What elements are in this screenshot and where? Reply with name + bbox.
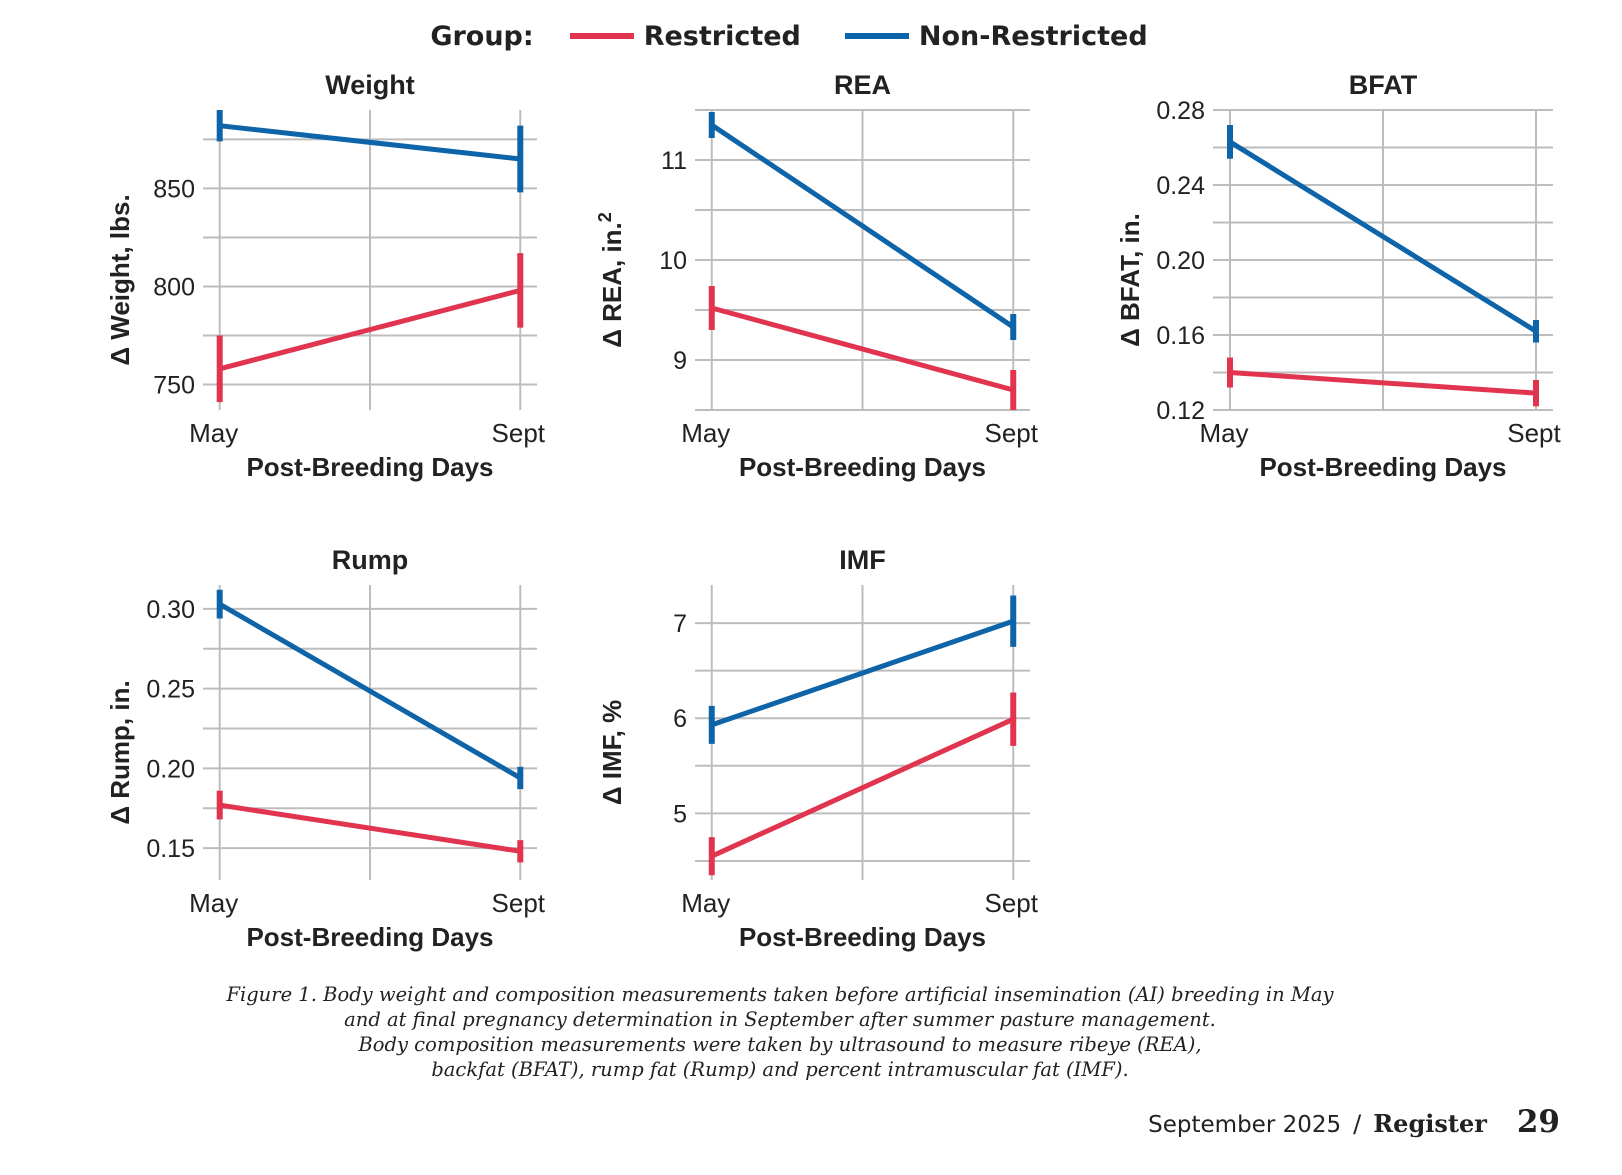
y-tick-label: 0.24 — [1156, 172, 1205, 200]
series-restricted-line — [1227, 370, 1539, 396]
y-axis-label: Δ Weight, lbs. — [105, 194, 135, 365]
caption-line-2: and at final pregnancy determination in … — [344, 1008, 1216, 1031]
y-tick-label: 11 — [661, 147, 687, 175]
caption-line-1-text: Body weight and composition measurements… — [323, 983, 1334, 1006]
x-axis-label: Post-Breeding Days — [246, 922, 493, 952]
x-tick-label: May — [681, 418, 730, 448]
chart-title: BFAT — [1349, 70, 1418, 100]
chart-imf: IMF 5 6 7 May Sept Post-Breeding Days Δ IMF, % — [597, 545, 1039, 952]
y-axis-label: Δ REA, in.2 — [595, 212, 627, 348]
series-restricted-line — [217, 287, 523, 372]
legend-title: Group: — [430, 20, 534, 52]
series-non-restricted-line — [709, 122, 1016, 330]
x-tick-label: May — [189, 888, 238, 918]
y-tick-label: 0.30 — [146, 596, 195, 624]
y-tick-label: 0.15 — [146, 835, 195, 863]
y-tick-label: 0.16 — [1156, 322, 1205, 350]
chart-title: Rump — [332, 545, 409, 575]
y-tick-label: 0.20 — [146, 755, 195, 783]
y-tick-label: 0.20 — [1156, 247, 1205, 275]
x-tick-label: May — [189, 418, 238, 448]
chart-title: IMF — [839, 545, 886, 575]
caption-line-4: backfat (BFAT), rump fat (Rump) and perc… — [431, 1058, 1129, 1081]
footer-page-number: 29 — [1516, 1104, 1560, 1140]
chart-rump: Rump 0.15 0.20 0.25 0.30 May Sept Post-Breeding… — [105, 545, 546, 952]
y-axis-label-superscript: 2 — [595, 212, 615, 222]
y-tick-label: 7 — [673, 610, 687, 638]
chart-title: Weight — [325, 70, 415, 100]
legend-item-non-restricted: Non-Restricted — [844, 20, 1148, 52]
y-tick-label: 800 — [153, 273, 195, 301]
chart-bfat: BFAT 0.12 0.16 0.20 0.24 0.28 May SeptPost-Bree… — [1115, 70, 1562, 482]
legend: Group: Restricted Non-Restricted — [0, 16, 1622, 56]
x-axis-label: Post-Breeding Days — [739, 452, 986, 482]
y-axis-label: Δ BFAT, in. — [1115, 213, 1145, 347]
y-tick-label: 10 — [659, 247, 687, 275]
caption-line-1: Figure 1. Body weight and composition me… — [180, 982, 1380, 1007]
footer-date: September 2025 — [1148, 1112, 1342, 1138]
y-tick-label: 6 — [673, 705, 687, 733]
footer-publication: Register — [1373, 1109, 1487, 1138]
chart-title: REA — [834, 70, 891, 100]
y-tick-label: 0.28 — [1156, 97, 1205, 125]
y-tick-label: 5 — [673, 800, 687, 828]
chart-rea: REA 9 10 11 May Sept Post-Breeding Days Δ REA, … — [595, 70, 1039, 482]
chart-weight: Weight 750 800 850 May Sept Post-Breeding Days… — [105, 70, 546, 482]
series-non-restricted-line — [709, 618, 1016, 728]
footer-separator: / — [1353, 1110, 1362, 1138]
x-tick-label: Sept — [1507, 418, 1561, 448]
y-tick-label: 0.12 — [1156, 397, 1205, 425]
series-restricted-line — [709, 305, 1016, 393]
caption-line-3: Body composition measurements were taken… — [358, 1033, 1202, 1056]
x-tick-label: May — [1199, 418, 1248, 448]
x-tick-label: Sept — [985, 888, 1039, 918]
y-tick-label: 750 — [153, 372, 195, 400]
legend-label-restricted: Restricted — [643, 20, 801, 52]
x-tick-label: Sept — [985, 418, 1039, 448]
series-non-restricted-line — [217, 601, 523, 781]
y-axis-label: Δ IMF, % — [597, 700, 627, 805]
y-tick-label: 0.25 — [146, 676, 195, 704]
page-footer: September 2025 / Register 29 — [1148, 1104, 1560, 1140]
series-non-restricted-line — [1227, 139, 1539, 334]
series-non-restricted-line — [217, 123, 523, 162]
caption-figure-label: Figure 1. — [226, 983, 317, 1006]
legend-swatch-non-restricted — [844, 33, 909, 39]
x-axis-label: Post-Breeding Days — [1259, 452, 1506, 482]
series-restricted-line — [709, 716, 1016, 859]
legend-swatch-restricted — [569, 33, 634, 39]
x-tick-label: Sept — [492, 418, 546, 448]
figure-caption: Figure 1. Body weight and composition me… — [180, 982, 1380, 1082]
legend-label-non-restricted: Non-Restricted — [918, 20, 1148, 52]
x-tick-label: Sept — [492, 888, 546, 918]
y-axis-label: Δ Rump, in. — [105, 680, 135, 824]
x-axis-label: Post-Breeding Days — [246, 452, 493, 482]
x-tick-label: May — [681, 888, 730, 918]
legend-item-restricted: Restricted — [569, 20, 801, 52]
y-tick-label: 9 — [673, 347, 687, 375]
series-restricted-line — [217, 802, 523, 854]
x-axis-label: Post-Breeding Days — [739, 922, 986, 952]
y-tick-label: 850 — [153, 175, 195, 203]
